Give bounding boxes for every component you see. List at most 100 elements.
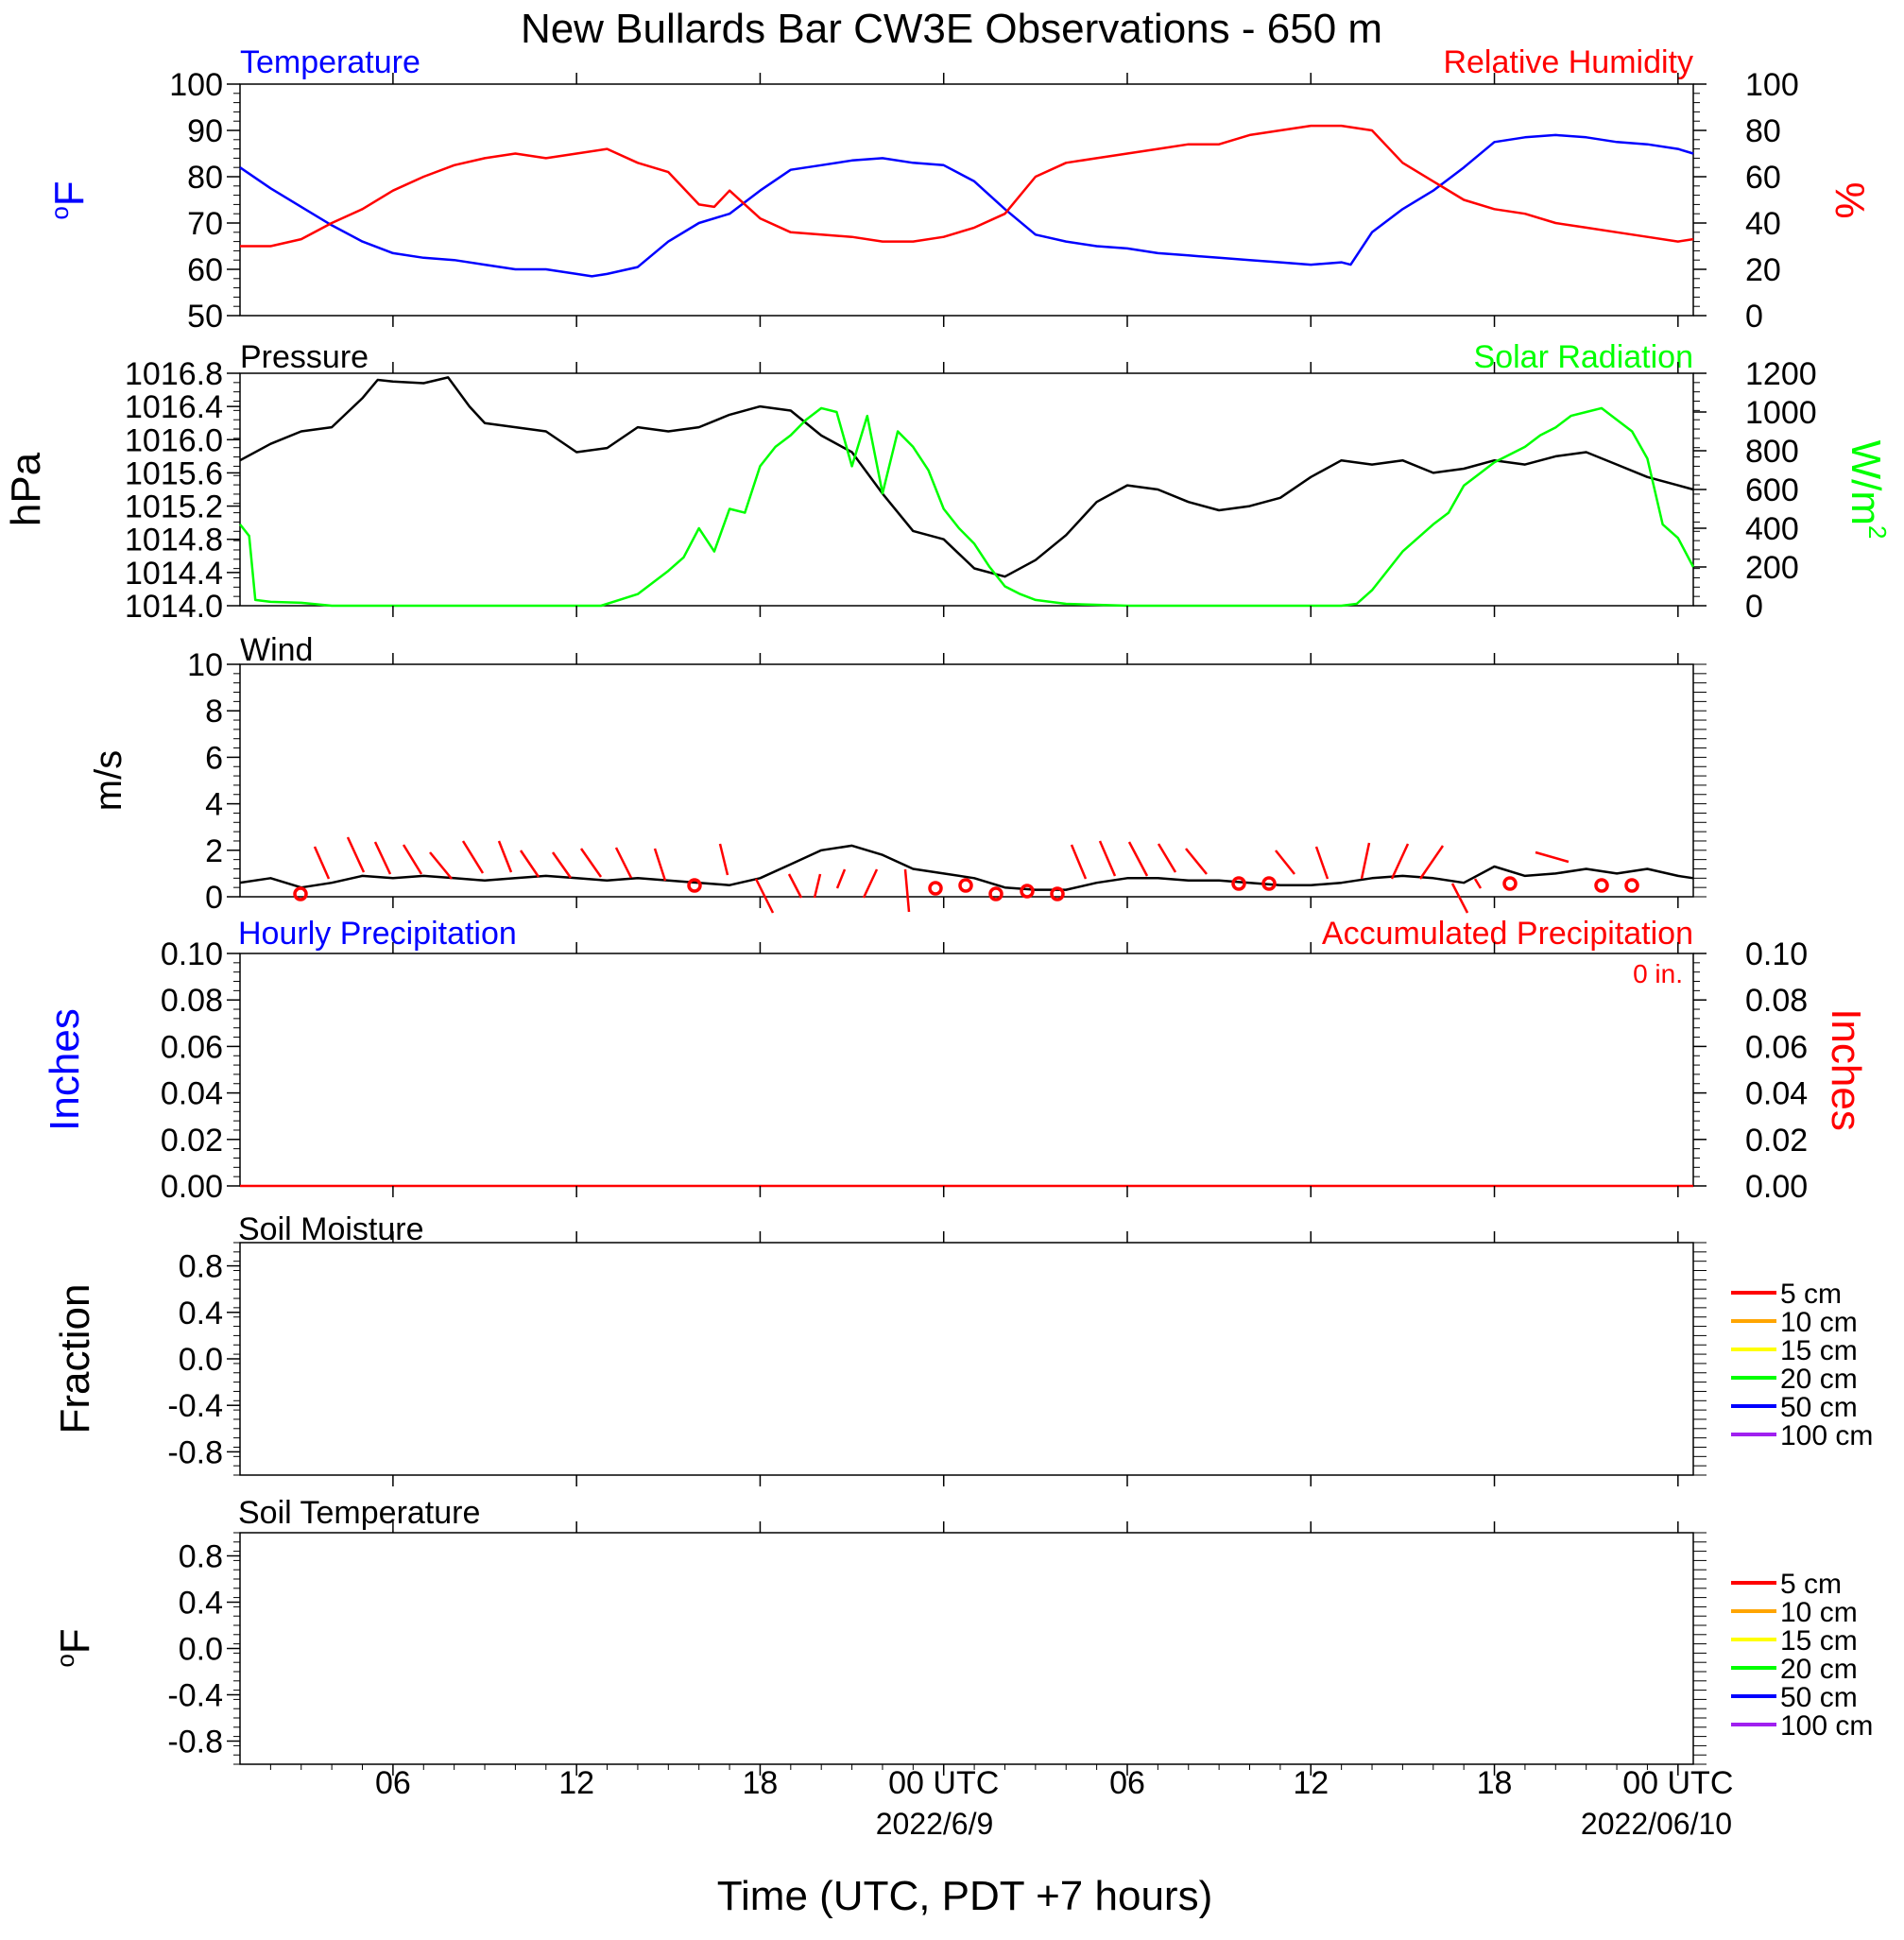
wind-series (239, 844, 1694, 891)
x-tick-label: 12 (1293, 1765, 1329, 1801)
relative-humidity-title: Relative Humidity (1443, 44, 1693, 80)
y-tick-label: 0.06 (161, 1029, 223, 1065)
soil-temperature-title: Soil Temperature (238, 1495, 480, 1531)
y-tick-label: 0 (1745, 589, 1763, 625)
solar-axis-label: W/m2 (1843, 440, 1892, 540)
y-tick-label: 8 (205, 694, 223, 730)
date-label-2022-06-10: 2022/06/10 (1581, 1807, 1732, 1841)
y-tick-label: 1016.0 (125, 422, 223, 458)
y-tick-label: 200 (1745, 550, 1799, 586)
pressure-title: Pressure (240, 339, 369, 375)
y-tick-label: 1016.8 (125, 356, 223, 392)
panel-temperature-humidity: Temperature Relative Humidity oF % 100 90… (45, 44, 1873, 335)
panel-frame (239, 1242, 1694, 1476)
legend-label: 5 cm (1780, 1569, 1842, 1600)
y-tick-label: 1200 (1745, 356, 1817, 392)
y-tick-label: 600 (1745, 472, 1799, 508)
panel-frame (239, 83, 1694, 317)
calm-wind-markers (293, 876, 1639, 901)
x-tick-label: 00 UTC (888, 1765, 999, 1801)
y-tick-label: 10 (187, 647, 223, 683)
x-tick-label: 12 (558, 1765, 594, 1801)
soil-moisture-right-minor-ticks (1693, 1242, 1707, 1476)
y-tick-label: -0.8 (167, 1434, 223, 1470)
y-tick-label: 1014.8 (125, 523, 223, 558)
wind-ticks: 10 8 6 4 2 0 (187, 647, 240, 916)
y-tick-label: 800 (1745, 434, 1799, 470)
temperature-ticks: 100 90 80 70 60 50 (169, 67, 240, 335)
panel-frame (239, 953, 1694, 1187)
svg-text:oF: oF (51, 1628, 98, 1667)
legend-label: 10 cm (1780, 1307, 1858, 1338)
soil-temperature-right-minor-ticks (1693, 1532, 1707, 1765)
legend-label: 15 cm (1780, 1335, 1858, 1366)
y-tick-label: 60 (1745, 160, 1781, 196)
solar-radiation-line (239, 406, 1695, 608)
y-tick-label: -0.8 (167, 1725, 223, 1760)
legend-label: 5 cm (1780, 1279, 1842, 1310)
temperature-axis-label: oF (45, 180, 93, 219)
y-tick-label: 400 (1745, 511, 1799, 547)
y-tick-label: 0.8 (179, 1249, 223, 1285)
wind-barbs (313, 836, 1570, 914)
legend-label: 15 cm (1780, 1625, 1858, 1657)
y-tick-label: 2 (205, 833, 223, 869)
y-tick-label: 1015.6 (125, 455, 223, 491)
x-tick-label: 06 (1109, 1765, 1145, 1801)
y-tick-label: 4 (205, 787, 223, 823)
accumulated-precipitation-total: 0 in. (1633, 959, 1683, 988)
y-tick-label: 0.04 (1745, 1076, 1808, 1112)
y-tick-label: 0.0 (179, 1342, 223, 1378)
y-tick-label: 1000 (1745, 395, 1817, 431)
soil-moisture-title: Soil Moisture (238, 1211, 424, 1247)
y-tick-label: 6 (205, 740, 223, 776)
x-tick-label: 18 (743, 1765, 779, 1801)
y-tick-label: 0.4 (179, 1586, 223, 1622)
y-tick-label: 0.00 (161, 1169, 223, 1205)
legend-label: 20 cm (1780, 1654, 1858, 1685)
y-tick-label: 50 (187, 299, 223, 335)
x-axis-label: Time (UTC, PDT +7 hours) (717, 1873, 1212, 1919)
panel-wind: Wind m/s 10 8 6 4 2 0 (88, 632, 1707, 916)
y-tick-label: 1014.0 (125, 589, 223, 625)
hourly-precipitation-axis-label: Inches (42, 1008, 88, 1131)
y-tick-label: 0.10 (1745, 936, 1808, 972)
y-tick-label: 70 (187, 206, 223, 242)
legend-label: 20 cm (1780, 1364, 1858, 1395)
y-tick-label: 0 (1745, 299, 1763, 335)
y-tick-label: 0.04 (161, 1076, 223, 1112)
y-tick-label: 80 (187, 160, 223, 196)
wind-right-minor-ticks (1693, 663, 1707, 898)
panel-soil-temperature: Soil Temperature oF 0.8 0.4 0.0 -0.4 -0.8 5 … (51, 1495, 1873, 1776)
wind-line (239, 844, 1694, 891)
soil-moisture-axis-label: Fraction (52, 1284, 98, 1434)
panel-frame (239, 1532, 1694, 1765)
y-tick-label: 80 (1745, 113, 1781, 149)
time-axis: 06 12 18 00 UTC 06 12 18 00 UTC (269, 1764, 1733, 1801)
hourly-precipitation-ticks: 0.10 0.08 0.06 0.04 0.02 0.00 (161, 936, 240, 1205)
pressure-solar-series (239, 376, 1695, 608)
wind-title: Wind (240, 632, 313, 668)
relative-humidity-ticks: 100 80 60 40 20 0 (1693, 67, 1799, 335)
svg-text:W/m2: W/m2 (1843, 440, 1892, 540)
y-tick-label: 0.08 (161, 983, 223, 1019)
y-tick-label: 0.10 (161, 936, 223, 972)
hourly-precipitation-title: Hourly Precipitation (238, 916, 517, 952)
y-tick-label: 40 (1745, 206, 1781, 242)
soil-moisture-ticks: 0.8 0.4 0.0 -0.4 -0.8 (167, 1242, 240, 1476)
legend-label: 100 cm (1780, 1710, 1873, 1742)
legend-label: 50 cm (1780, 1682, 1858, 1713)
panel-precipitation: Hourly Precipitation Accumulated Precipi… (42, 916, 1869, 1205)
legend-label: 10 cm (1780, 1597, 1858, 1628)
y-tick-label: 20 (1745, 252, 1781, 288)
chart-title: New Bullards Bar CW3E Observations - 650… (521, 6, 1382, 52)
solar-radiation-title: Solar Radiation (1474, 339, 1693, 375)
y-tick-label: 1016.4 (125, 389, 223, 425)
temperature-line (239, 133, 1694, 278)
panel-pressure-solar: Pressure Solar Radiation hPa W/m2 1016.8… (3, 339, 1892, 625)
y-tick-label: 60 (187, 252, 223, 288)
